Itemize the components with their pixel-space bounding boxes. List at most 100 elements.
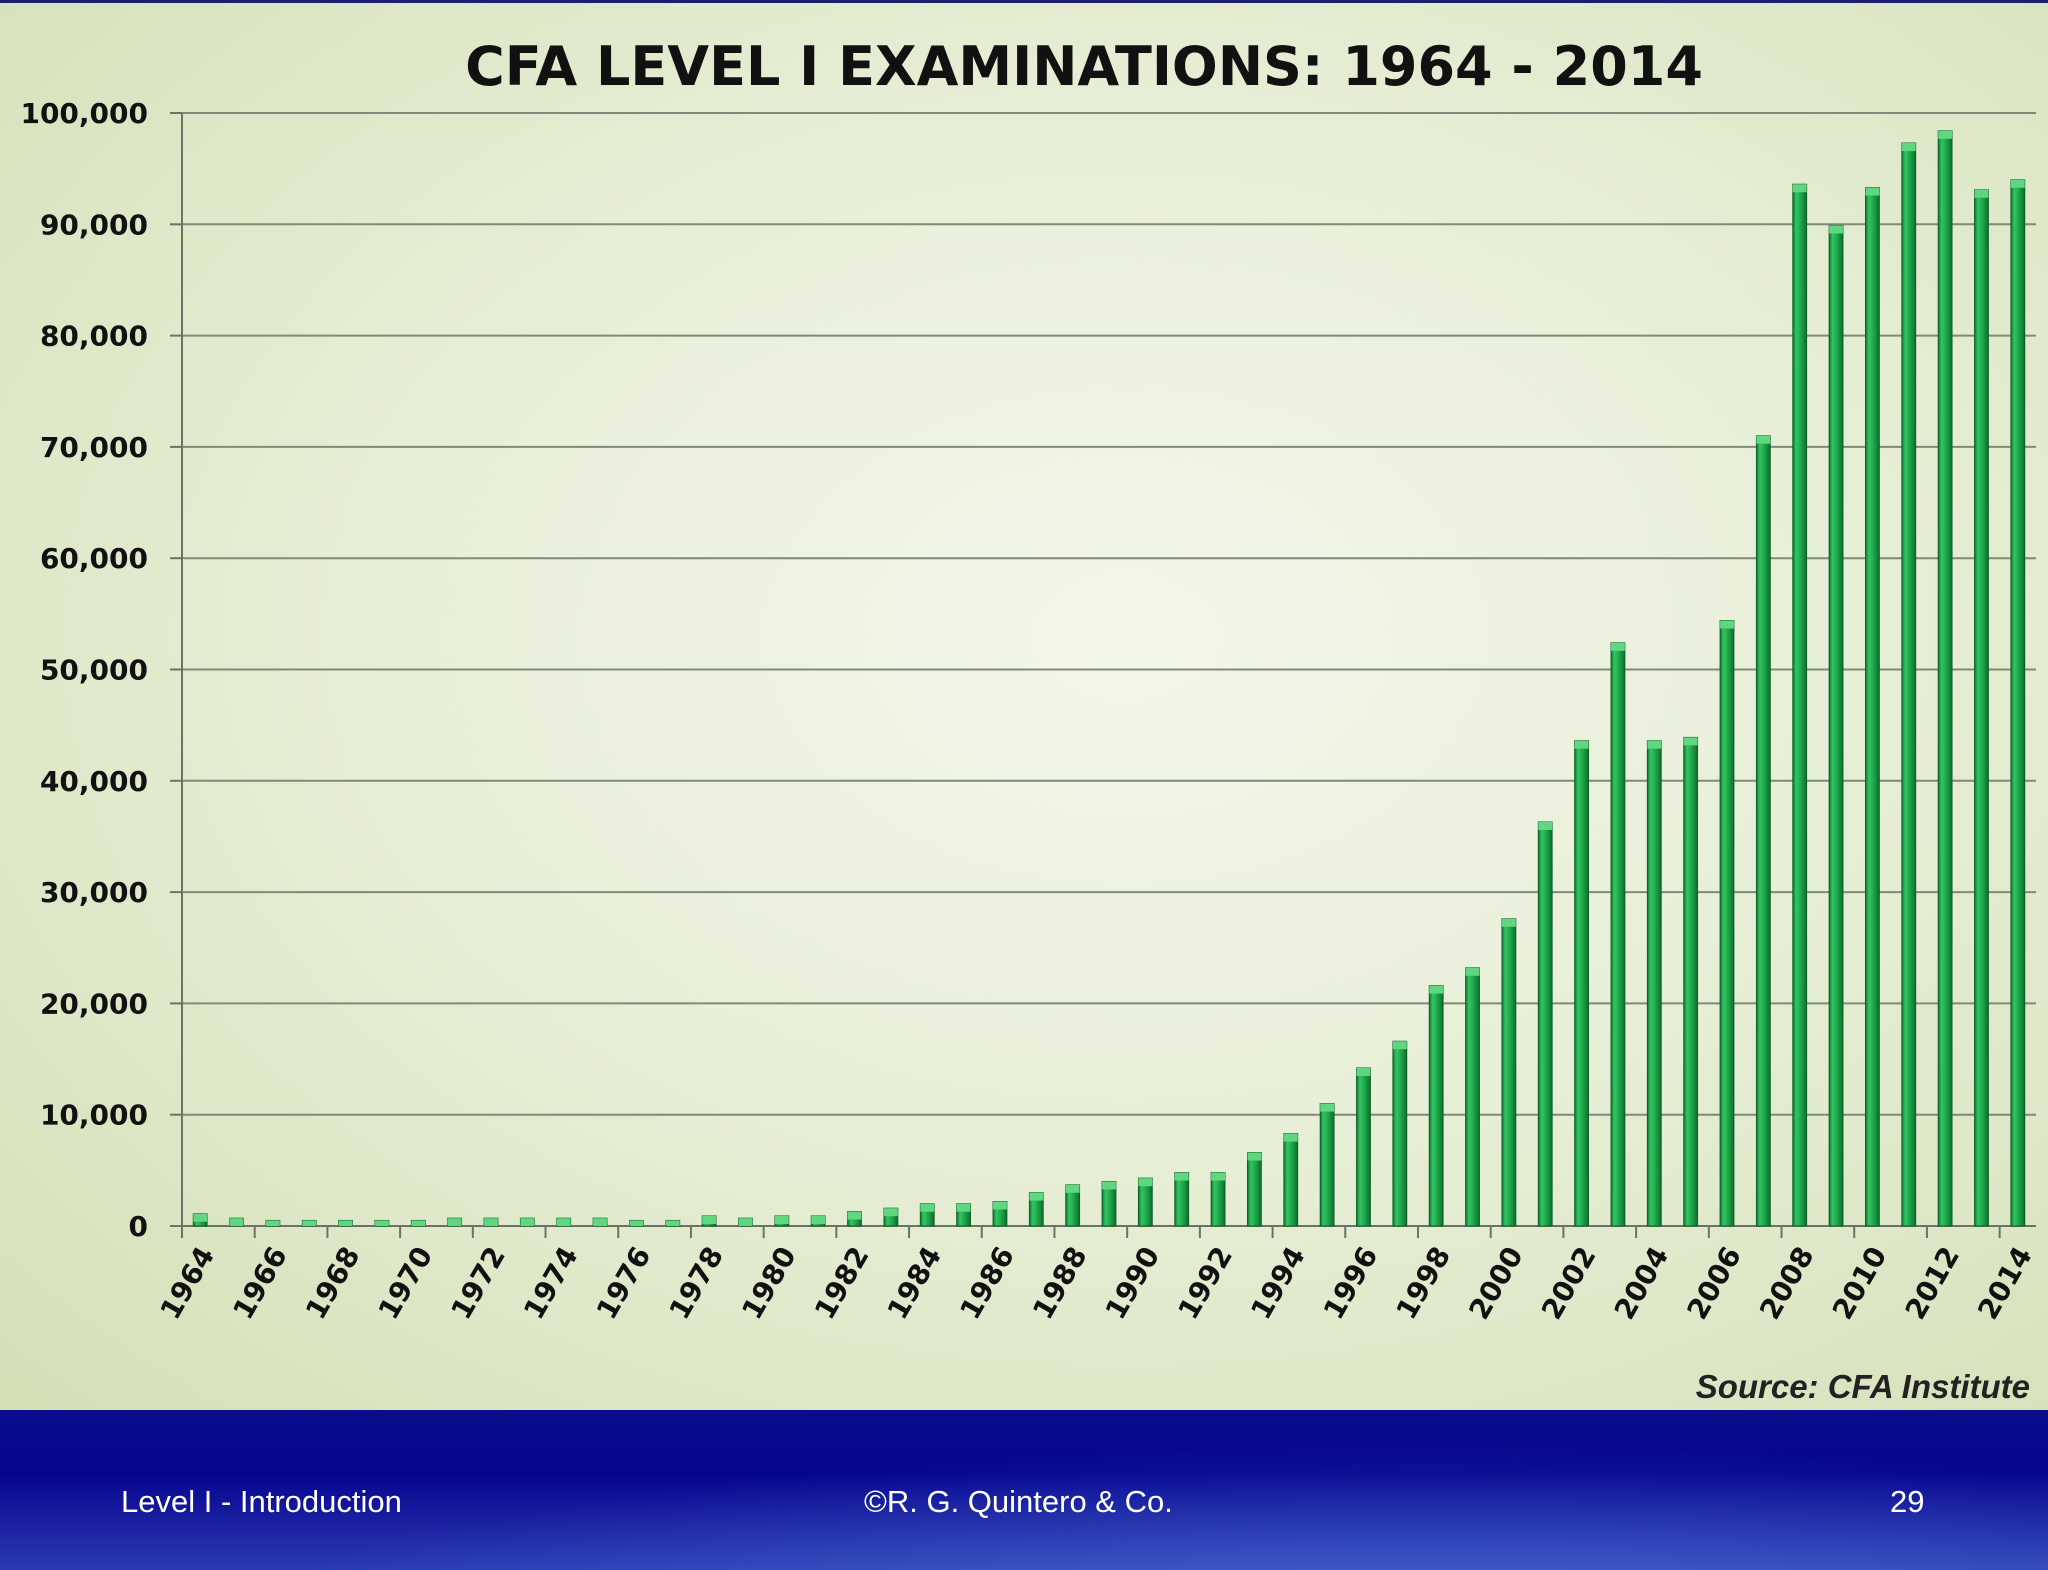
x-tick-labels: 1964 1966 1968 1970 1972 1974 1976 1978 1980 1982… [154,1241,2039,1325]
bar [483,1217,499,1227]
bar [556,1217,572,1227]
y-tick-label: 10,000 [40,1099,148,1132]
footer-glow [0,1410,2048,1570]
bar [229,1217,244,1227]
bar [1865,187,1880,1227]
x-tick-label: 1968 [299,1241,367,1325]
x-tick-label: 1984 [881,1241,949,1325]
bar [519,1217,535,1227]
bar [374,1219,390,1227]
y-tick-labels: 0 10,000 20,000 30,000 40,000 50,000 60,000 70,… [20,97,148,1243]
y-tick-label: 60,000 [40,542,148,575]
bar [301,1219,317,1227]
y-tick-label: 50,000 [40,654,148,687]
bar [1610,642,1626,1227]
x-tick-label: 1964 [154,1241,222,1325]
x-tick-label: 2014 [1971,1241,2039,1325]
bar [1065,1184,1081,1227]
bar [774,1215,790,1227]
bar [1755,435,1771,1227]
bar [1937,130,1953,1227]
footer-copyright: ©R. G. Quintero & Co. [864,1484,1173,1519]
chart-title: CFA LEVEL I EXAMINATIONS: 1964 - 2014 [465,35,1703,98]
bar [338,1219,353,1227]
bar [1683,736,1699,1227]
x-tick-label: 1992 [1172,1241,1240,1325]
x-tick-label: 1990 [1099,1241,1167,1325]
x-tick-label: 2010 [1826,1241,1894,1325]
bar [1428,985,1444,1227]
bar [1210,1172,1226,1227]
y-tick-label: 0 [129,1210,148,1243]
bar [1719,620,1735,1227]
x-tick-label: 2004 [1608,1241,1676,1325]
bar [919,1203,935,1227]
x-tick-label: 1982 [808,1241,876,1325]
y-tick-label: 80,000 [40,320,148,353]
bar [738,1217,753,1227]
bar [1828,224,1844,1227]
x-tick-label: 1976 [590,1241,658,1325]
bar [1646,740,1662,1227]
source-note: Source: CFA Institute [1696,1368,2030,1405]
y-tick-label: 100,000 [20,97,148,130]
bar [992,1201,1008,1227]
x-tick-label: 1994 [1244,1241,1312,1325]
x-tick-label: 2012 [1899,1241,1967,1325]
footer: Level I - Introduction ©R. G. Quintero &… [0,1410,2048,1570]
bar [1319,1103,1335,1227]
bar [1392,1040,1408,1227]
bar [1137,1177,1153,1227]
bar [1101,1180,1117,1227]
x-tick-label: 1998 [1390,1241,1458,1325]
grid-layer [182,112,2036,1116]
x-tick-label: 1974 [517,1241,585,1325]
x-tick-label: 1986 [953,1241,1021,1325]
bar [701,1215,717,1227]
bar [1901,142,1917,1227]
bar [592,1217,608,1227]
x-tick-label: 2008 [1753,1241,1821,1325]
x-tick-label: 1988 [1026,1241,1094,1325]
y-tick-label: 90,000 [40,208,148,241]
bar [447,1217,463,1227]
bar [1028,1192,1044,1227]
footer-section-title: Level I - Introduction [121,1484,402,1519]
y-tick-label: 30,000 [40,876,148,909]
bar [1465,967,1480,1227]
bar [410,1219,426,1227]
x-tick-label: 1978 [663,1241,731,1325]
x-tick-label: 2002 [1535,1241,1603,1325]
bar [1792,183,1808,1227]
bar [2010,179,2026,1227]
x-tick-label: 1970 [372,1241,440,1325]
bar [629,1219,644,1227]
bar [1174,1172,1190,1227]
bar-layer [192,130,2026,1227]
bar [1537,821,1553,1227]
y-tick-label: 20,000 [40,987,148,1020]
x-tick-label: 1980 [735,1241,803,1325]
bar [1501,918,1517,1227]
bar [265,1219,281,1227]
bar [956,1203,971,1227]
x-tick-label: 2006 [1680,1241,1748,1325]
bar [847,1211,862,1227]
y-tick-label: 40,000 [40,765,148,798]
bar [1574,740,1589,1227]
bar [1247,1152,1262,1227]
y-tick-label: 70,000 [40,431,148,464]
bar [1356,1067,1371,1227]
bar [1974,189,1989,1227]
chart: CFA LEVEL I EXAMINATIONS: 1964 - 2014 01… [20,35,2039,1405]
bar [810,1215,826,1227]
page-number: 29 [1890,1484,1925,1519]
x-tick-label: 1972 [444,1241,512,1325]
bar [192,1213,208,1227]
x-tick-label: 1996 [1317,1241,1385,1325]
bar [883,1207,899,1227]
x-tick-label: 1966 [226,1241,294,1325]
x-tick-label: 2000 [1462,1241,1530,1325]
